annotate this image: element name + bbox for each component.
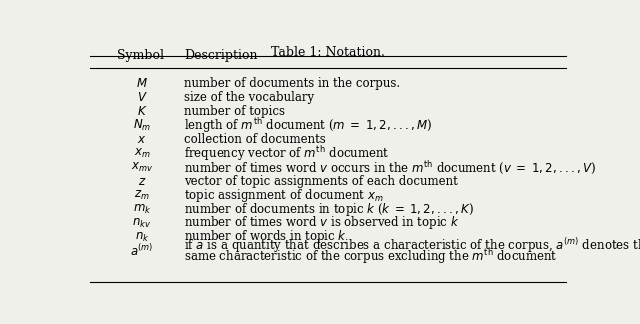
Text: same characteristic of the corpus excluding the $m^{\rm th}$ document: same characteristic of the corpus exclud… xyxy=(184,247,557,266)
Text: number of topics: number of topics xyxy=(184,105,285,118)
Text: vector of topic assignments of each document: vector of topic assignments of each docu… xyxy=(184,175,458,188)
Text: number of documents in topic $k$ ($k\;=\;1, 2, ..., K$): number of documents in topic $k$ ($k\;=\… xyxy=(184,201,474,217)
Text: $x_{mv}$: $x_{mv}$ xyxy=(131,161,153,174)
Text: $K$: $K$ xyxy=(137,105,147,118)
Text: $\mathbf{\mathit{z}}$: $\mathbf{\mathit{z}}$ xyxy=(138,175,146,188)
Text: Description: Description xyxy=(184,49,258,62)
Text: $z_m$: $z_m$ xyxy=(134,189,150,202)
Text: $V$: $V$ xyxy=(137,91,147,104)
Text: size of the vocabulary: size of the vocabulary xyxy=(184,91,314,104)
Text: $\mathbf{\mathit{x}}_m$: $\mathbf{\mathit{x}}_m$ xyxy=(134,146,150,160)
Text: number of documents in the corpus.: number of documents in the corpus. xyxy=(184,77,400,90)
Text: topic assignment of document $\mathbf{\mathit{x}}_m$: topic assignment of document $\mathbf{\m… xyxy=(184,187,384,203)
Text: $m_k$: $m_k$ xyxy=(132,202,151,215)
Text: collection of documents: collection of documents xyxy=(184,133,326,146)
Text: $N_m$: $N_m$ xyxy=(133,118,151,133)
Text: $n_{kv}$: $n_{kv}$ xyxy=(132,216,152,229)
Text: Table 1: Notation.: Table 1: Notation. xyxy=(271,46,385,59)
Text: $\mathbf{\mathit{x}}$: $\mathbf{\mathit{x}}$ xyxy=(138,133,147,146)
Text: length of $m^{\rm th}$ document ($m\;=\;1, 2, ..., M$): length of $m^{\rm th}$ document ($m\;=\;… xyxy=(184,116,433,135)
Text: number of times word $v$ is observed in topic $k$: number of times word $v$ is observed in … xyxy=(184,214,460,231)
Text: $n_k$: $n_k$ xyxy=(135,230,149,244)
Text: $M$: $M$ xyxy=(136,77,148,90)
Text: number of words in topic $k$: number of words in topic $k$ xyxy=(184,228,347,246)
Text: if $a$ is a quantity that describes a characteristic of the corpus, $a^{(m)}$ de: if $a$ is a quantity that describes a ch… xyxy=(184,236,640,255)
Text: $a^{(m)}$: $a^{(m)}$ xyxy=(130,243,154,259)
Text: number of times word $v$ occurs in the $m^{\rm th}$ document ($v\;=\;1, 2, ..., : number of times word $v$ occurs in the $… xyxy=(184,159,596,176)
Text: frequency vector of $m^{\rm th}$ document: frequency vector of $m^{\rm th}$ documen… xyxy=(184,144,390,163)
Text: Symbol: Symbol xyxy=(117,49,164,62)
